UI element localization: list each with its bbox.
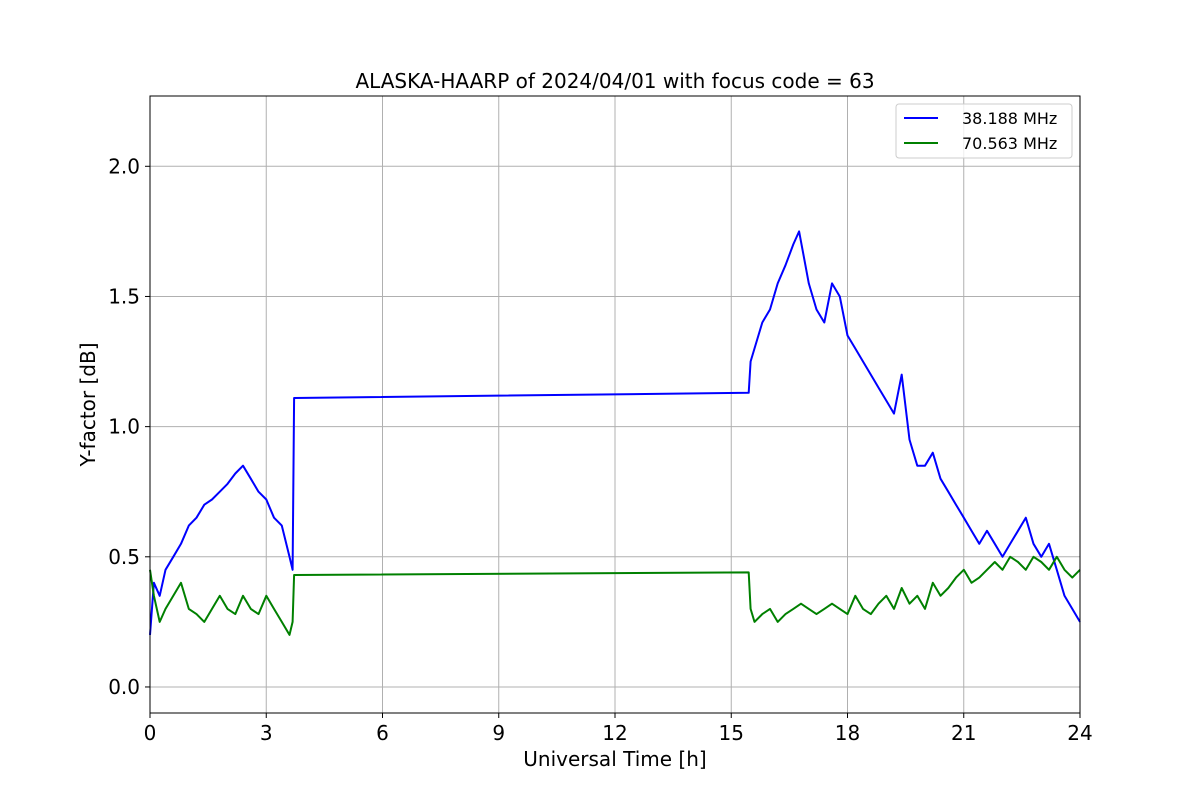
- x-tick-label: 3: [260, 721, 273, 745]
- x-tick-label: 21: [951, 721, 976, 745]
- y-axis-label: Y-factor [dB]: [76, 342, 100, 467]
- series-layer: [149, 230, 1081, 636]
- x-tick-label: 0: [144, 721, 157, 745]
- chart-title: ALASKA-HAARP of 2024/04/01 with focus co…: [355, 69, 874, 93]
- y-ticks: 0.0 0.5 1.0 1.5 2.0: [108, 154, 150, 699]
- x-tick-label: 12: [602, 721, 627, 745]
- y-tick-label: 1.5: [108, 284, 140, 308]
- legend-label-1: 38.188 MHz: [962, 109, 1057, 128]
- x-tick-label: 24: [1067, 721, 1092, 745]
- series-line-1: [149, 230, 1081, 635]
- x-axis-label: Universal Time [h]: [523, 747, 706, 771]
- x-ticks: 0 3 6 9 12 15 18 21 24: [144, 713, 1093, 745]
- x-tick-label: 6: [376, 721, 389, 745]
- legend-box: [895, 103, 1073, 159]
- x-tick-label: 18: [835, 721, 860, 745]
- y-tick-label: 0.5: [108, 545, 140, 569]
- legend: 38.188 MHz 70.563 MHz: [895, 103, 1073, 159]
- x-tick-label: 15: [719, 721, 744, 745]
- series-line-2: [149, 555, 1081, 636]
- legend-label-2: 70.563 MHz: [962, 134, 1057, 153]
- x-tick-label: 9: [492, 721, 505, 745]
- y-tick-label: 1.0: [108, 415, 140, 439]
- y-tick-label: 0.0: [108, 675, 140, 699]
- y-tick-label: 2.0: [108, 154, 140, 178]
